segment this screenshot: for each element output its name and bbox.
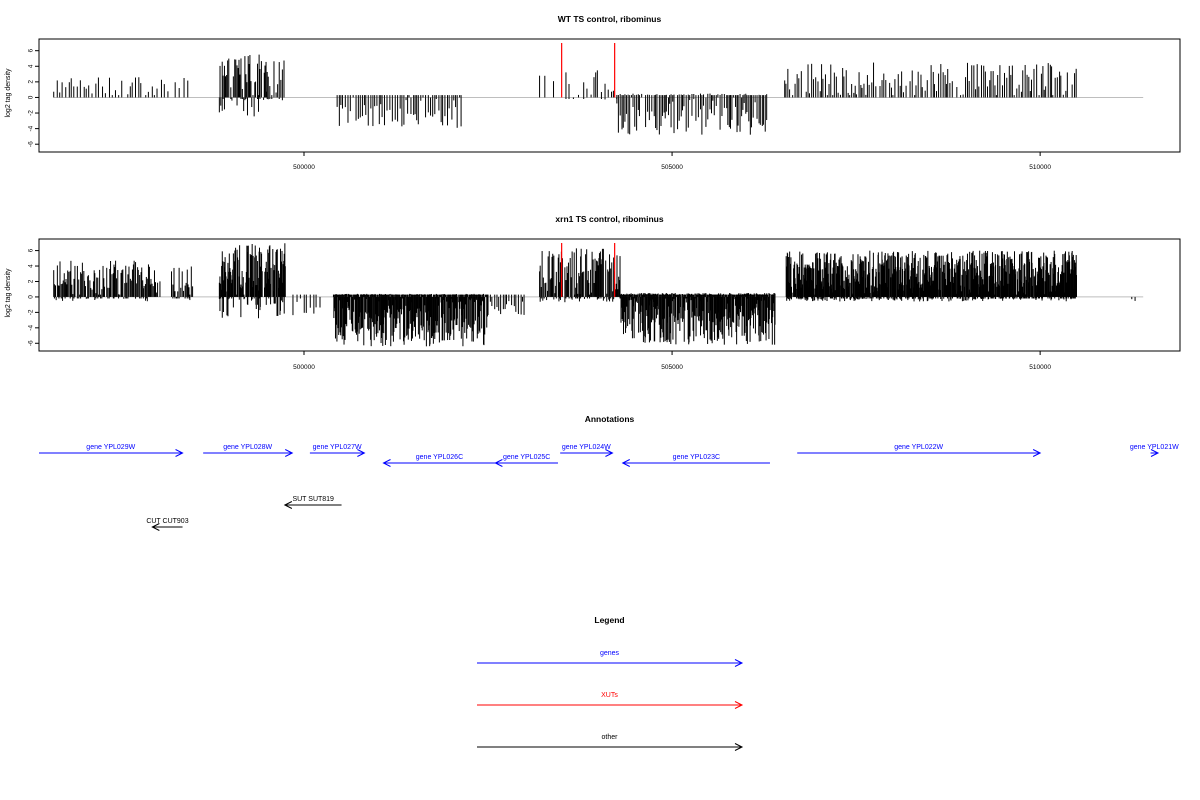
- xrn1-y-tick-label: 4: [28, 264, 35, 268]
- wt-panel-title: WT TS control, ribominus: [558, 14, 662, 24]
- feature-arrow-gene-ypl028w-head: [285, 449, 294, 457]
- xrn1-y-tick-label: -4: [28, 325, 35, 331]
- legend-items: genes XUTs other: [477, 650, 744, 751]
- wt-plot-frame: [38, 38, 1181, 153]
- legend-label-gene: genes: [600, 650, 620, 657]
- feature-label-gene-ypl029w: gene YPL029W: [86, 444, 135, 451]
- feature-arrow-gene-ypl029w-head: [175, 449, 184, 457]
- feature-arrow-gene-ypl025c-head: [494, 459, 503, 467]
- wt-x-tick-label: 505000: [661, 164, 683, 171]
- legend-arrow-xut-head: [734, 701, 744, 709]
- feature-arrow-gene-ypl027w-head: [357, 449, 366, 457]
- feature-label-gene-ypl027w: gene YPL027W: [313, 444, 362, 451]
- xrn1-y-axis-label: log2 tag density: [5, 268, 12, 318]
- wt-x-tick-label: 510000: [1029, 164, 1051, 171]
- feature-label-gene-ypl023c: gene YPL023C: [673, 454, 720, 461]
- wt-y-tick-label: -6: [28, 141, 35, 147]
- xrn1-y-tick-label: -2: [28, 309, 35, 315]
- feature-label-sut-sut819: SUT SUT819: [292, 496, 334, 503]
- xrn1-y-tick-label: -6: [28, 340, 35, 346]
- wt-y-tick-label: -2: [28, 110, 35, 116]
- feature-label-cut-cut903: CUT CUT903: [146, 518, 188, 525]
- xrn1-panel-title: xrn1 TS control, ribominus: [555, 214, 663, 224]
- feature-label-gene-ypl024w: gene YPL024W: [562, 444, 611, 451]
- feature-label-gene-ypl026c: gene YPL026C: [416, 454, 463, 461]
- feature-arrow-gene-ypl026c-head: [382, 459, 391, 467]
- feature-label-gene-ypl025c: gene YPL025C: [503, 454, 550, 461]
- annotations-track: Annotations gene YPL029W gene YPL028W gene…: [39, 414, 1179, 531]
- xrn1-x-tick-label: 500000: [293, 364, 315, 371]
- wt-y-axis-label: log2 tag density: [5, 68, 12, 118]
- xrn1-x-tick-label: 505000: [661, 364, 683, 371]
- wt-y-tick-label: 0: [28, 95, 35, 99]
- annotations-title: Annotations: [585, 414, 635, 424]
- legend-label-other: other: [602, 734, 619, 741]
- xrn1-y-tick-label: 6: [28, 248, 35, 252]
- feature-label-gene-ypl021w: gene YPL021W: [1130, 444, 1179, 451]
- xrn1-plot-area: 6 4 2 0 -2 -4 -6 500000 505000 510000: [28, 238, 1181, 371]
- legend: Legend genes XUTs other: [477, 615, 744, 751]
- xrn1-plot-frame: [38, 238, 1181, 352]
- legend-arrow-other-head: [734, 743, 744, 751]
- wt-y-tick-label: 4: [28, 64, 35, 68]
- legend-label-xut: XUTs: [601, 692, 618, 699]
- wt-y-tick-label: -4: [28, 125, 35, 131]
- feature-arrow-gene-ypl021w-head: [1150, 449, 1160, 457]
- xrn1-panel: xrn1 TS control, ribominus log2 tag dens…: [5, 214, 1181, 371]
- xrn1-x-tick-label: 510000: [1029, 364, 1051, 371]
- xrn1-y-tick-label: 0: [28, 295, 35, 299]
- feature-arrow-cut-cut903-head: [151, 523, 160, 531]
- feature-label-gene-ypl022w: gene YPL022W: [894, 444, 943, 451]
- xrn1-y-tick-label: 2: [28, 279, 35, 283]
- legend-arrow-gene-head: [734, 659, 744, 667]
- feature-arrow-gene-ypl022w-head: [1032, 449, 1042, 457]
- wt-y-tick-label: 6: [28, 49, 35, 53]
- wt-plot-area: 6 4 2 0 -2 -4 -6 500000 505000 510000: [28, 38, 1181, 171]
- annotation-features: gene YPL029W gene YPL028W gene YPL027W gene…: [39, 444, 1179, 531]
- wt-y-tick-label: 2: [28, 80, 35, 84]
- wt-x-tick-label: 500000: [293, 164, 315, 171]
- feature-label-gene-ypl028w: gene YPL028W: [223, 444, 272, 451]
- wt-panel: WT TS control, ribominus log2 tag densit…: [5, 14, 1181, 171]
- feature-arrow-gene-ypl023c-head: [621, 459, 630, 467]
- legend-title: Legend: [594, 615, 624, 625]
- feature-arrow-gene-ypl024w-head: [605, 449, 614, 457]
- feature-arrow-sut-sut819-head: [283, 501, 293, 509]
